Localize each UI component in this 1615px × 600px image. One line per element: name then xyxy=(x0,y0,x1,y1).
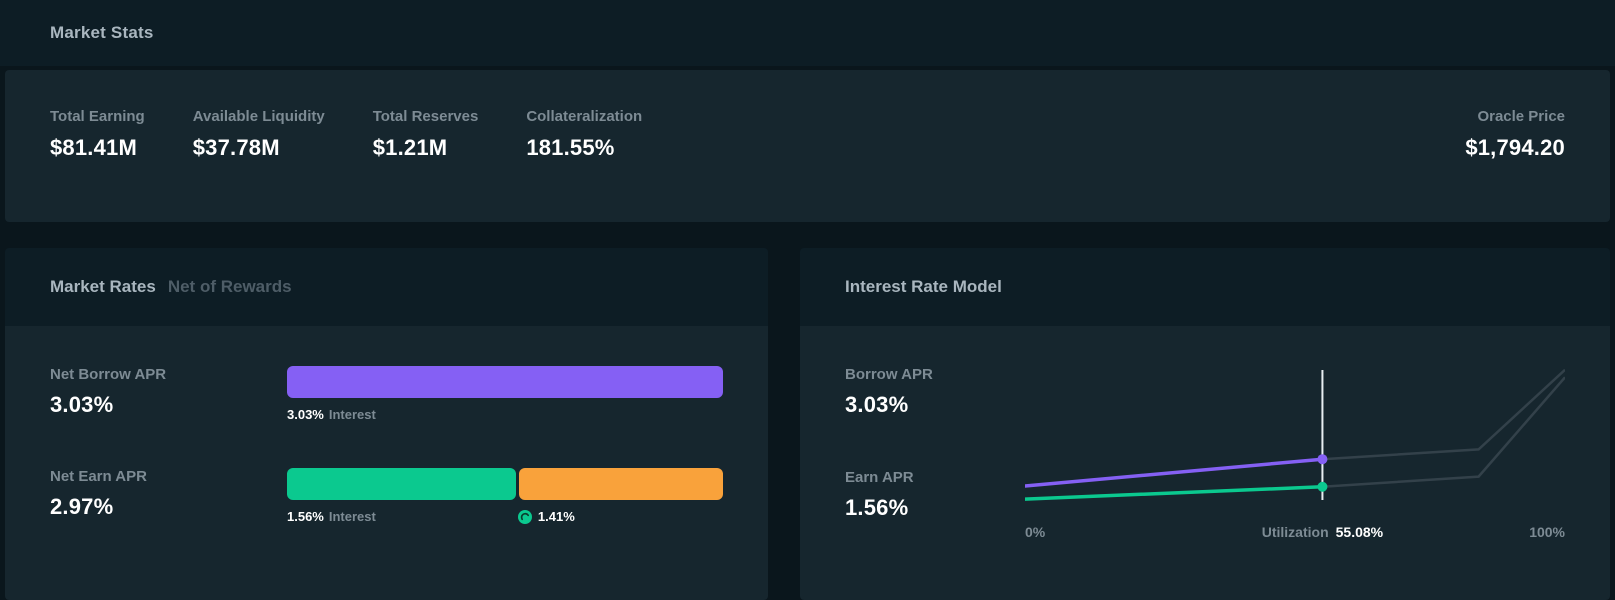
utilization-label-text: Utilization xyxy=(1261,524,1329,540)
borrow-apr-value: 3.03% xyxy=(845,392,909,417)
market-rates-card: Market Rates Net of Rewards Net Borrow A… xyxy=(5,248,768,600)
stat-value: 181.55% xyxy=(526,135,615,160)
borrow-apr-label: Borrow APR xyxy=(845,366,933,383)
x-axis-tick-0: 0% xyxy=(1025,524,1046,540)
interest-rate-chart[interactable]: 0% Utilization 55.08% 100% xyxy=(1025,366,1565,560)
x-axis-tick-100: 100% xyxy=(1529,524,1565,540)
irm-apr-column: Borrow APR 3.03% Earn APR 1.56% xyxy=(845,366,1020,560)
borrow-bar-track xyxy=(287,366,723,398)
market-rates-card-body: Net Borrow APR 3.03% 3.03% Interest xyxy=(5,326,768,600)
stat-total-earning: Total Earning $81.41M xyxy=(50,108,145,161)
earn-interest-caption-text: Interest xyxy=(328,509,376,524)
borrow-apr-stat: Borrow APR 3.03% xyxy=(845,366,1020,418)
earn-interest-caption-value: 1.56% xyxy=(287,509,324,524)
stat-value: $1.21M xyxy=(372,135,448,160)
card-subtitle: Net of Rewards xyxy=(167,277,292,296)
market-stats-header: Market Stats xyxy=(0,0,1615,66)
stat-label: Total Reserves xyxy=(372,108,479,125)
earn-interest-caption: 1.56% Interest xyxy=(287,509,516,524)
borrow-interest-bar xyxy=(287,366,723,398)
net-borrow-apr-label: Net Borrow APR xyxy=(50,366,167,383)
stat-value: $1,794.20 xyxy=(1465,135,1565,160)
stat-oracle-price: Oracle Price $1,794.20 xyxy=(1465,108,1565,161)
net-borrow-apr-stat: Net Borrow APR 3.03% xyxy=(50,366,287,422)
stat-label: Collateralization xyxy=(526,108,643,125)
net-earn-apr-row: Net Earn APR 2.97% 1.56% Interest xyxy=(50,468,723,524)
page-title: Market Stats xyxy=(50,23,154,42)
borrow-caption-text: Interest xyxy=(328,407,376,422)
earn-interest-bar xyxy=(287,468,516,500)
earn-apr-value: 1.56% xyxy=(845,495,909,520)
stat-collateralization: Collateralization 181.55% xyxy=(526,108,642,161)
earn-reward-caption-value: 1.41% xyxy=(537,509,575,524)
earn-reward-caption: 1.41% xyxy=(516,509,723,524)
stat-value: $81.41M xyxy=(50,135,138,160)
earn-apr-stat: Earn APR 1.56% xyxy=(845,469,1020,521)
borrow-rate-bar-area: 3.03% Interest xyxy=(287,366,723,422)
utilization-axis-label: Utilization 55.08% xyxy=(1262,524,1383,540)
borrow-caption-value: 3.03% xyxy=(287,407,324,422)
stat-available-liquidity: Available Liquidity $37.78M xyxy=(193,108,325,161)
stat-total-reserves: Total Reserves $1.21M xyxy=(373,108,479,161)
reward-token-icon xyxy=(517,509,532,524)
dashboard-cards: Market Rates Net of Rewards Net Borrow A… xyxy=(0,248,1615,600)
earn-apr-label: Earn APR xyxy=(845,469,914,486)
card-title: Market Rates xyxy=(50,277,156,296)
earn-rate-bar-area: 1.56% Interest 1.41% xyxy=(287,468,723,524)
card-title: Interest Rate Model xyxy=(845,277,1002,296)
net-earn-apr-value: 2.97% xyxy=(50,494,114,519)
earn-bar-track xyxy=(287,468,723,500)
interest-rate-model-card-header: Interest Rate Model xyxy=(800,248,1610,326)
interest-rate-model-card: Interest Rate Model Borrow APR 3.03% Ear… xyxy=(800,248,1610,600)
net-earn-apr-label: Net Earn APR xyxy=(50,468,147,485)
borrow-bar-caption: 3.03% Interest xyxy=(287,407,723,422)
earn-bar-captions: 1.56% Interest 1.41% xyxy=(287,500,723,524)
market-stats-panel: Total Earning $81.41M Available Liquidit… xyxy=(5,70,1610,222)
net-borrow-apr-value: 3.03% xyxy=(50,392,114,417)
market-rates-card-header: Market Rates Net of Rewards xyxy=(5,248,768,326)
stat-label: Oracle Price xyxy=(1477,108,1565,125)
earn-reward-bar xyxy=(518,468,723,500)
utilization-value: 55.08% xyxy=(1335,524,1384,540)
net-earn-apr-stat: Net Earn APR 2.97% xyxy=(50,468,287,524)
stat-label: Total Earning xyxy=(50,108,145,125)
stat-label: Available Liquidity xyxy=(192,108,325,125)
stat-value: $37.78M xyxy=(192,135,280,160)
chart-x-axis: 0% Utilization 55.08% 100% xyxy=(1025,524,1565,544)
net-borrow-apr-row: Net Borrow APR 3.03% 3.03% Interest xyxy=(50,366,723,422)
interest-rate-model-card-body: Borrow APR 3.03% Earn APR 1.56% 0% Utili… xyxy=(800,326,1610,600)
interest-rate-chart-svg[interactable] xyxy=(1025,366,1565,516)
